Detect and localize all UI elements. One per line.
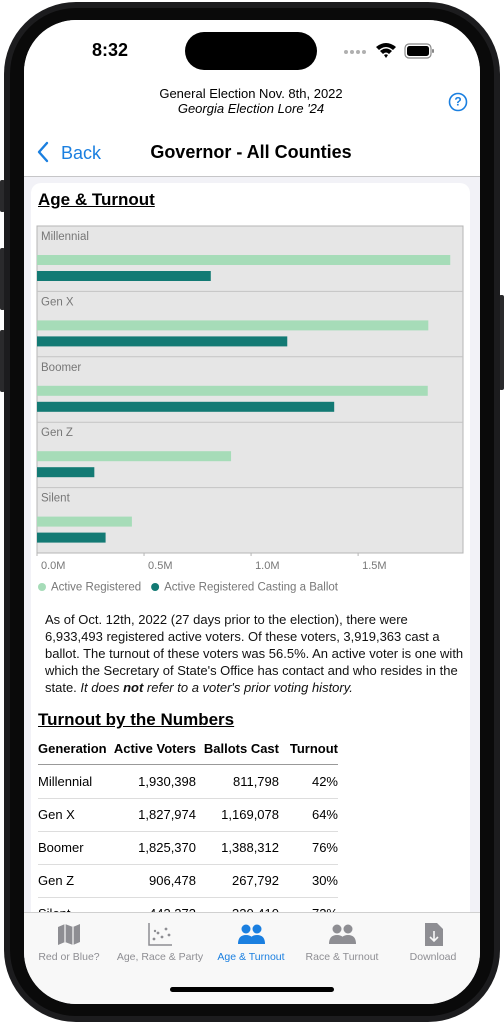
category-label: Boomer [41,362,81,374]
x-tick-label: 0.0M [41,560,65,572]
tab-bar: Red or Blue? Age, Race & Party Age & Turno… [24,912,480,1004]
bar [37,532,106,543]
bar [37,401,335,412]
side-button [499,295,504,390]
bar [37,385,428,396]
bar [37,336,288,347]
column-header: Turnout [289,741,338,756]
back-label: Back [61,143,102,163]
table-cell: 1,827,974 [138,807,196,822]
legend-label: Active Registered Casting a Ballot [164,582,339,594]
home-indicator [170,987,334,992]
table-cell: 64% [311,807,338,822]
table-cell: Millennial [38,774,93,789]
column-header: Active Voters [113,741,196,756]
screen: 8:32 General Election Nov. 8th, 2022 Geo… [24,20,480,1004]
table-cell: 267,792 [232,873,279,888]
x-tick-label: 1.5M [362,560,386,572]
svg-text:?: ? [454,95,461,109]
table-row: Gen Z 906,478 267,792 30% [38,864,338,898]
x-tick-label: 1.0M [255,560,279,572]
table-cell: Gen Z [38,873,75,888]
tab[interactable]: Race & Turnout [296,913,388,973]
tab-label: Race & Turnout [305,951,379,963]
bar [37,451,232,462]
column-header: Generation [38,741,107,756]
column-header: Ballots Cast [203,741,279,756]
tab-icon [148,923,172,946]
table-cell: 1,169,078 [221,807,279,822]
side-button [0,180,5,212]
table-cell: 1,388,312 [221,840,279,855]
description-note: It does not refer to a voter's prior vot… [80,680,352,695]
nav-title: Governor - All Counties [150,142,352,162]
top-bar: 8:32 General Election Nov. 8th, 2022 Geo… [24,20,480,177]
header-title: General Election Nov. 8th, 2022 [159,86,343,101]
tab-label: Age, Race & Party [116,951,204,963]
legend-swatch [151,583,160,591]
bar [37,255,451,265]
category-label: Gen X [41,296,74,308]
category-label: Millennial [41,231,89,243]
note-text: It does [80,680,124,695]
table-cell: 811,798 [232,774,279,789]
status-icons [344,43,434,59]
table-cell: Gen X [38,807,75,822]
dynamic-island [185,32,317,70]
table-header: Generation Active Voters Ballots Cast Turno… [38,734,338,765]
bar [37,516,132,527]
tab-label: Red or Blue? [38,951,100,963]
category-label: Silent [41,493,71,505]
note-emphasis: not [123,680,144,695]
content-card: Age & Turnout Millennial Gen X Boomer Gen Z… [31,183,470,983]
tab-icon [329,924,356,944]
table-cell: 42% [311,774,338,789]
chart: Millennial Gen X Boomer Gen Z Silent 0.0M 0.5M… [36,225,464,594]
table-cell: 30% [311,873,338,888]
section-title: Turnout by the Numbers [38,710,235,729]
table-row: Gen X 1,827,974 1,169,078 64% [38,798,338,832]
table-cell: 76% [311,840,338,855]
tab[interactable]: Age & Turnout [205,913,297,973]
table-cell: 1,930,398 [138,774,196,789]
table-row: Millennial 1,930,398 811,798 42% [38,765,338,799]
legend-swatch [38,583,46,591]
bar [37,467,95,478]
table-cell: Boomer [38,840,84,855]
tab[interactable]: Download [387,913,479,973]
tab[interactable]: Red or Blue? [24,913,115,973]
tab-icon [425,923,443,946]
side-button [0,330,5,392]
section-title: Age & Turnout [38,190,155,209]
category-label: Gen Z [41,427,73,439]
tab[interactable]: Age, Race & Party [114,913,206,973]
header-subtitle: Georgia Election Lore '24 [177,101,325,116]
help-button[interactable]: ? [447,91,469,113]
description-text: As of Oct. 12th, 2022 (27 days prior to … [45,612,464,695]
bar [37,320,429,331]
note-text: refer to a voter's prior voting history. [143,680,353,695]
x-tick-label: 0.5M [148,560,172,572]
table-cell: 906,478 [149,873,196,888]
description: As of Oct. 12th, 2022 (27 days prior to … [45,611,465,696]
back-chevron [37,141,49,163]
tab-icon [238,924,265,944]
table-row: Boomer 1,825,370 1,388,312 76% [38,831,338,865]
table-cell: 1,825,370 [138,840,196,855]
tab-icon [58,924,80,945]
side-button [0,248,5,310]
legend-label: Active Registered [51,582,141,594]
status-time: 8:32 [91,40,129,60]
tab-label: Age & Turnout [217,951,285,963]
tab-label: Download [409,951,457,963]
back-button[interactable]: Back [36,141,101,164]
bar [37,271,211,281]
